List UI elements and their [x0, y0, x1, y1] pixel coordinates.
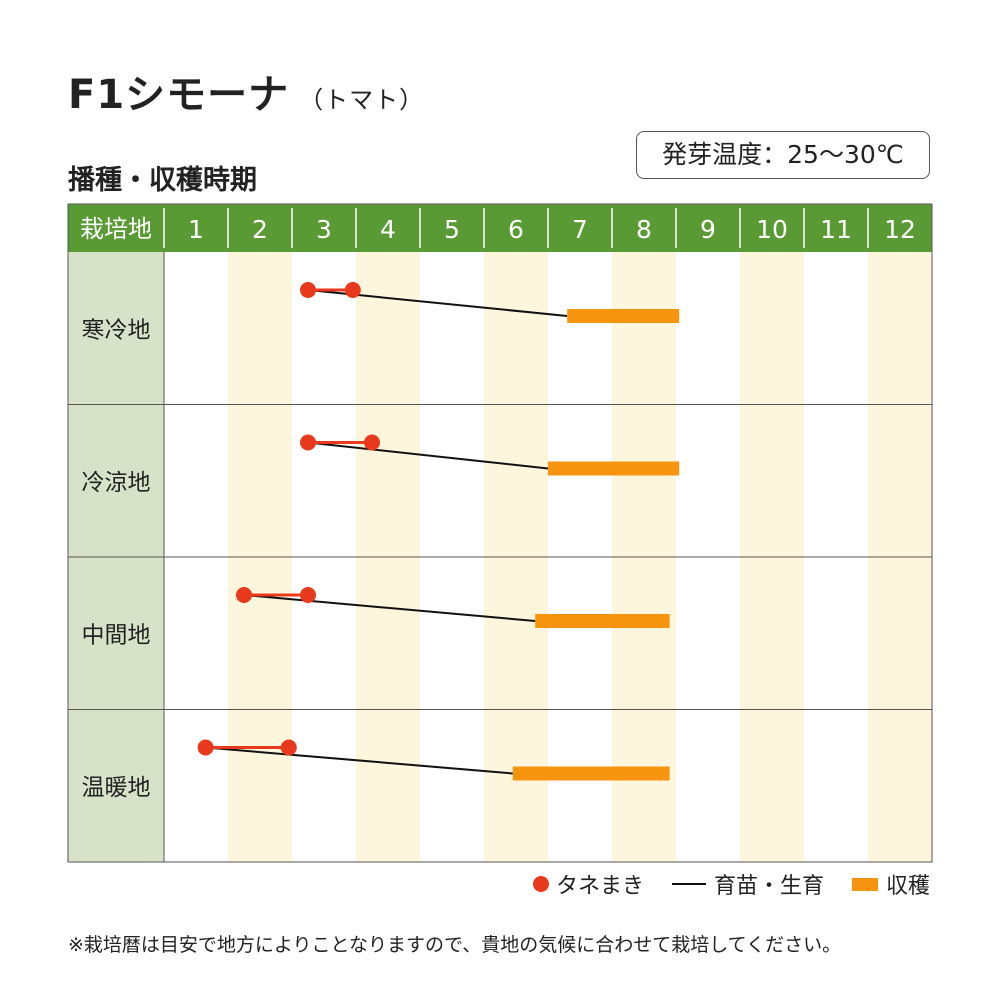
month-label-5: 5: [444, 215, 460, 244]
chart-title-sub: （トマト）: [299, 86, 425, 114]
month-label-10: 10: [756, 215, 788, 244]
sowing-end-dot: [364, 434, 380, 451]
header-bar: [68, 204, 932, 252]
header-label: 栽培地: [80, 215, 152, 243]
growing-line: [243, 594, 536, 622]
sowing-start-dot: [300, 434, 316, 451]
sowing-end-dot: [300, 587, 316, 603]
section-title: 播種・収穫時期: [68, 165, 257, 196]
sowing-end-dot: [344, 282, 361, 298]
chart-frame: [67, 203, 933, 863]
month-label-6: 6: [508, 215, 524, 244]
chart-legend: タネまき 育苗・生育 収穫: [505, 868, 930, 900]
row-label: 寒冷地: [82, 317, 151, 343]
month-label-11: 11: [820, 215, 852, 244]
row-label-cell: [68, 709, 164, 862]
growing-line: [205, 746, 513, 775]
legend-label-growing: 育苗・生育: [713, 874, 824, 899]
chart-title-main: F1シモーナ: [68, 72, 290, 118]
legend-item-growing: 育苗・生育: [671, 868, 824, 900]
month-label-12: 12: [884, 215, 916, 244]
sowing-dot-icon: [532, 876, 549, 892]
growing-line-icon: [671, 883, 706, 885]
sowing-end-dot: [280, 739, 297, 756]
legend-item-harvest: 収穫: [851, 868, 930, 900]
row-label: 温暖地: [82, 775, 151, 801]
sowing-start-dot: [197, 739, 214, 756]
harvest-bar: [535, 614, 670, 628]
month-label-4: 4: [380, 215, 396, 244]
legend-label-harvest: 収穫: [885, 874, 930, 899]
harvest-bar: [548, 461, 680, 476]
month-label-7: 7: [572, 215, 588, 244]
row-label-cell: [68, 557, 164, 710]
germination-temperature-badge: 発芽温度：25〜30℃: [636, 131, 930, 179]
sowing-start-dot: [236, 587, 252, 603]
month-label-8: 8: [636, 215, 652, 244]
row-label: 冷涼地: [82, 470, 151, 496]
legend-item-sowing: タネまき: [532, 868, 644, 900]
growing-line: [307, 441, 549, 470]
row-label-cell: [68, 404, 164, 557]
month-label-9: 9: [700, 215, 716, 244]
month-label-2: 2: [252, 215, 268, 244]
legend-label-sowing: タネまき: [555, 874, 644, 899]
harvest-bar-icon: [851, 877, 878, 891]
sowing-start-dot: [300, 282, 316, 298]
harvest-bar: [512, 766, 670, 781]
row-label: 中間地: [82, 622, 151, 648]
row-label-cell: [68, 252, 164, 405]
month-label-3: 3: [316, 215, 332, 244]
harvest-bar: [567, 309, 680, 323]
footnote: ※栽培暦は目安で地方によりことなりますので、貴地の気候に合わせて栽培してください…: [68, 934, 842, 956]
month-label-1: 1: [188, 215, 204, 244]
chart-title: F1シモーナ （トマト）: [68, 62, 424, 120]
